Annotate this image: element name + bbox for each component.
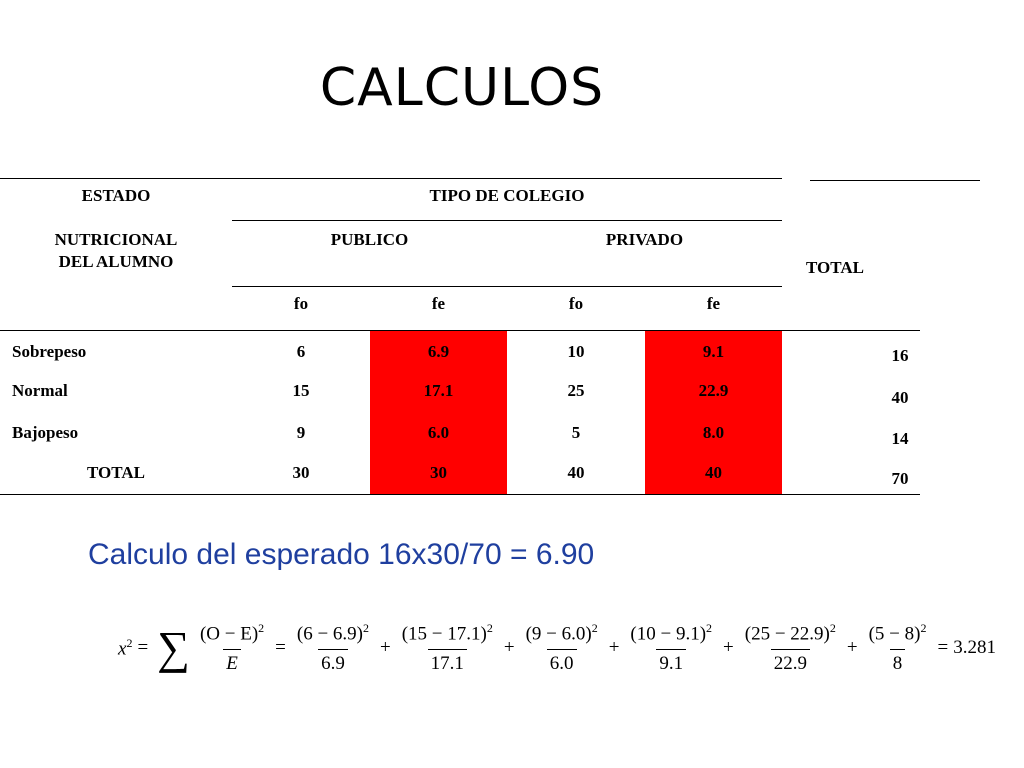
subheader-fo-privado: fo xyxy=(568,294,584,313)
formula-equals: = xyxy=(937,637,949,658)
subheader-fe-privado: fe xyxy=(706,294,721,313)
tipo-rule xyxy=(232,220,782,221)
cell-sobrepeso-pub-fe: 6.9 xyxy=(427,342,450,361)
subheader-fo-publico: fo xyxy=(293,294,309,313)
row-label-bajopeso: Bajopeso xyxy=(12,423,79,442)
total-top-rule xyxy=(810,180,980,181)
cell-bajopeso-pub-fo: 9 xyxy=(296,423,306,442)
formula-lhs: x2 xyxy=(118,635,133,660)
cell-normal-pub-fe: 17.1 xyxy=(423,381,454,400)
cell-total-pub-fe: 30 xyxy=(430,463,447,482)
cell-normal-pri-fe: 22.9 xyxy=(698,381,729,400)
table-bottom-rule xyxy=(0,494,920,495)
fraction-term: (10 − 9.1)2 9.1 xyxy=(630,621,713,674)
row-label-total: TOTAL xyxy=(87,463,145,482)
sigma-symbol: ∑ xyxy=(157,622,190,673)
cell-bajopeso-pri-fe: 8.0 xyxy=(702,423,725,442)
header-publico: PUBLICO xyxy=(330,230,409,249)
cell-total-pub-fo: 30 xyxy=(292,463,310,482)
expected-publico-highlight xyxy=(370,331,507,494)
header-total: TOTAL xyxy=(806,258,864,277)
page-title: CALCULOS xyxy=(319,58,605,118)
subheader-rule xyxy=(232,286,782,287)
cell-sobrepeso-pub-fo: 6 xyxy=(296,342,306,361)
row-label-normal: Normal xyxy=(12,381,68,400)
fraction-term: (25 − 22.9)2 22.9 xyxy=(744,621,836,674)
chi-square-formula: x2 = ∑ (O − E)2 E = (6 − 6.9)2 6.9 + (15… xyxy=(118,608,996,688)
fraction-term: (6 − 6.9)2 6.9 xyxy=(296,621,369,674)
table-top-rule xyxy=(0,178,782,179)
cell-normal-total: 40 xyxy=(891,388,909,407)
header-nutricional: NUTRICIONAL xyxy=(54,230,178,249)
expected-privado-highlight xyxy=(645,331,782,494)
fraction-general: (O − E)2 E xyxy=(199,621,265,674)
formula-plus: + xyxy=(380,637,391,658)
cell-bajopeso-pub-fe: 6.0 xyxy=(427,423,450,442)
formula-equals: = xyxy=(275,637,286,658)
header-del-alumno: DEL ALUMNO xyxy=(58,252,174,271)
cell-total-pri-fe: 40 xyxy=(705,463,722,482)
formula-equals: = xyxy=(137,637,149,658)
formula-plus: + xyxy=(608,637,620,658)
cell-total-pri-fo: 40 xyxy=(567,463,585,482)
formula-plus: + xyxy=(503,637,515,658)
fraction-term: (15 − 17.1)2 17.1 xyxy=(401,621,493,674)
header-tipo-colegio: TIPO DE COLEGIO xyxy=(429,186,585,205)
cell-sobrepeso-pri-fo: 10 xyxy=(567,342,585,361)
formula-result: 3.281 xyxy=(953,637,996,658)
cell-normal-pri-fo: 25 xyxy=(567,381,585,400)
cell-sobrepeso-total: 16 xyxy=(891,346,909,365)
cell-sobrepeso-pri-fe: 9.1 xyxy=(702,342,725,361)
fraction-term: (5 − 8)2 8 xyxy=(868,621,927,674)
cell-bajopeso-total: 14 xyxy=(891,429,909,448)
formula-plus: + xyxy=(723,637,734,658)
subheader-fe-publico: fe xyxy=(431,294,446,313)
cell-bajopeso-pri-fo: 5 xyxy=(571,423,581,442)
expected-calculation-text: Calculo del esperado 16x30/70 = 6.90 xyxy=(88,538,595,571)
header-estado: ESTADO xyxy=(81,186,151,205)
header-privado: PRIVADO xyxy=(605,230,684,249)
cell-normal-pub-fo: 15 xyxy=(292,381,310,400)
formula-plus: + xyxy=(846,637,858,658)
header-bottom-rule xyxy=(0,330,920,331)
fraction-term: (9 − 6.0)2 6.0 xyxy=(525,621,598,674)
cell-grand-total: 70 xyxy=(891,469,909,488)
row-label-sobrepeso: Sobrepeso xyxy=(12,342,87,361)
